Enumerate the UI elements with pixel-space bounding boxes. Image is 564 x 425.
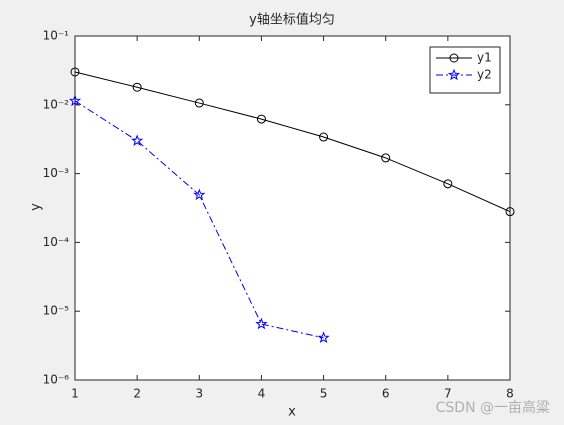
y-tick-label: 10⁻⁵ [43, 304, 70, 318]
series-line [74, 100, 324, 339]
y-tick-label: 10⁻⁴ [43, 235, 70, 249]
data-point [255, 317, 268, 330]
series-line [74, 71, 511, 213]
x-tick-label: 6 [382, 387, 390, 401]
y-tick-label: 10⁻⁶ [43, 373, 70, 387]
data-point [443, 179, 453, 189]
data-point [256, 114, 266, 124]
data-point [381, 153, 391, 163]
data-point [193, 188, 206, 201]
watermark: CSDN @一亩高粱 [436, 399, 550, 416]
data-point [70, 67, 80, 77]
x-tick-label: 2 [133, 387, 141, 401]
y-tick-label: 10⁻³ [43, 166, 70, 180]
chart-title: y轴坐标值均匀 [249, 12, 335, 28]
data-point [132, 82, 142, 92]
data-point [505, 207, 515, 217]
x-axis-label: x [288, 405, 296, 420]
y-tick-label: 10⁻¹ [43, 29, 70, 43]
x-tick-label: 1 [71, 387, 79, 401]
data-point [68, 94, 82, 107]
x-tick-label: 8 [506, 387, 514, 401]
x-tick-label: 3 [195, 387, 203, 401]
data-point [194, 98, 204, 108]
legend-box [429, 46, 501, 94]
data-point [131, 134, 144, 146]
legend-marker [449, 53, 459, 63]
data-point [319, 132, 329, 142]
x-tick-label: 7 [444, 387, 452, 401]
y-axis-label: y [29, 203, 44, 211]
data-point [317, 331, 330, 344]
legend-label: y2 [477, 68, 492, 82]
legend-marker [447, 68, 461, 81]
x-tick-label: 4 [258, 387, 266, 401]
x-tick-label: 5 [320, 387, 328, 401]
y-tick-label: 10⁻² [43, 97, 70, 111]
legend-label: y1 [477, 51, 492, 65]
